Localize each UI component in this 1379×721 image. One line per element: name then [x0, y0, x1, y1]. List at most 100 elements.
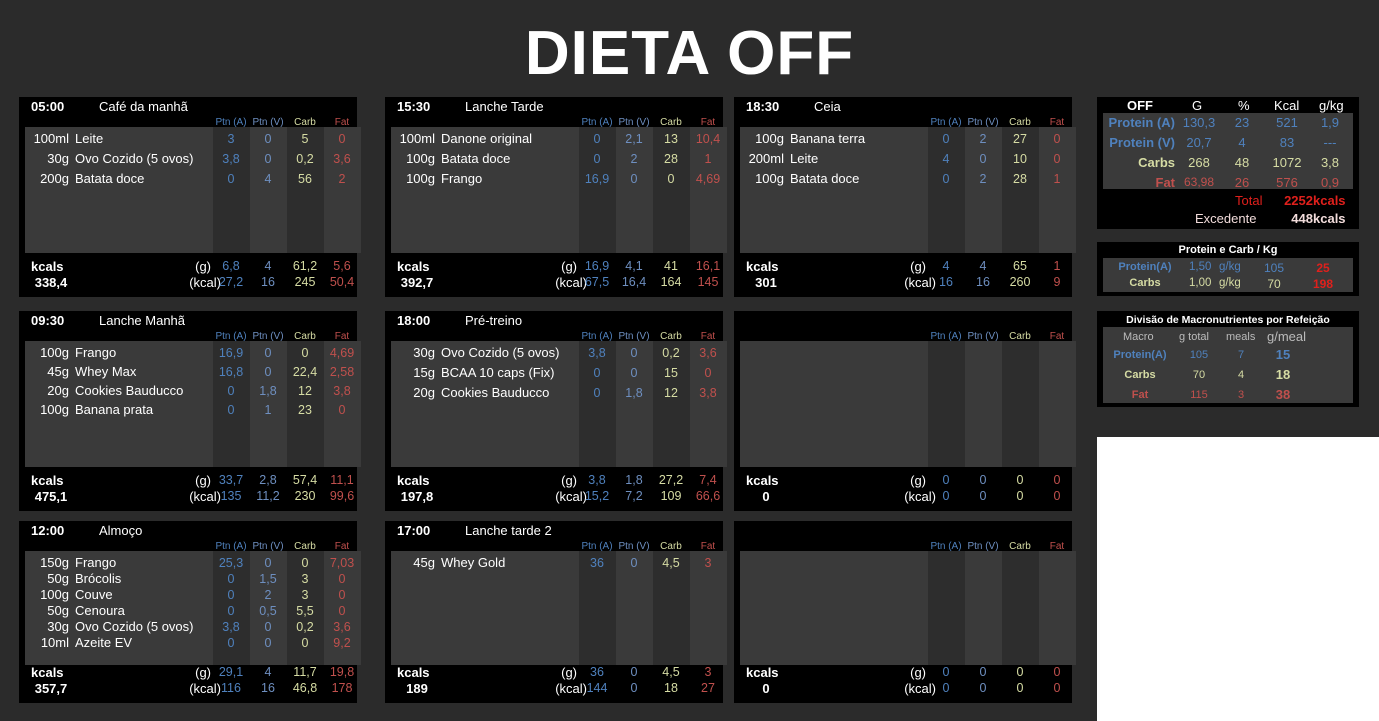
food-fat: 0 [338, 403, 346, 417]
meal-time: 18:30 [746, 99, 780, 114]
kcal-label: (kcal) [904, 489, 936, 504]
ratio-row-label: Protein(A) [1118, 261, 1172, 273]
food-ptn_a: 0 [227, 636, 235, 650]
division-col-gtotal: g total [1179, 331, 1209, 343]
food-qty: 100g [406, 171, 435, 186]
kcal-label: (kcal) [904, 275, 936, 290]
meal-total-kcal: 357,7 [34, 681, 68, 696]
food-row: 30g Ovo Cozido (5 ovos) [25, 151, 355, 169]
meal-g-ptn_a: 0 [942, 665, 950, 679]
col-header-ptn_a: Ptn (A) [581, 117, 613, 128]
food-qty: 10ml [40, 635, 69, 650]
meal-g-fat: 0 [1053, 473, 1061, 487]
meal-g-fat: 0 [1053, 665, 1061, 679]
total-label: Total [1235, 193, 1263, 208]
meal-total-kcal: 189 [406, 681, 428, 696]
col-header-fat: Fat [700, 117, 716, 128]
meal-kcal-ptn_v: 16 [261, 681, 275, 695]
food-carb: 0,2 [296, 620, 314, 634]
food-ptn_a: 36 [590, 556, 604, 570]
division-title: Divisão de Macronutrientes por Refeição [1126, 314, 1330, 326]
summary-row-kcal: 576 [1276, 175, 1298, 190]
food-carb: 0,2 [662, 346, 680, 360]
food-name: Frango [75, 345, 117, 360]
summary-row-label: Fat [1155, 175, 1176, 190]
food-ptn_a: 0 [942, 172, 950, 186]
food-qty: 50g [47, 603, 69, 618]
meal-kcal-fat: 0 [1053, 489, 1061, 503]
food-name: Banana terra [790, 131, 866, 146]
meal-kcal-ptn_v: 0 [979, 681, 987, 695]
meal-kcal-ptn_a: 144 [586, 681, 608, 695]
meal-g-ptn_a: 3,8 [588, 473, 606, 487]
meal-panel: 12:00 Almoço Ptn (A) Ptn (V) Carb Fat 150g Fran… [19, 521, 361, 703]
meal-time: 09:30 [31, 313, 65, 328]
summary-row-gkg: --- [1323, 135, 1337, 150]
food-name: Couve [75, 587, 113, 602]
summary-row-label: Protein (V) [1109, 135, 1175, 150]
col-header-ptn_v: Ptn (V) [252, 541, 284, 552]
col-header-carb: Carb [660, 541, 682, 552]
meal-total-kcal: 392,7 [400, 275, 434, 290]
food-qty: 30g [47, 151, 69, 166]
meal-g-carb: 11,7 [293, 665, 317, 679]
food-row: 150g Frango [25, 555, 355, 573]
col-header-ptn_a: Ptn (A) [215, 117, 247, 128]
food-ptn_v: 2 [264, 588, 272, 602]
col-header-carb: Carb [294, 541, 316, 552]
food-ptn_a: 0 [227, 384, 235, 398]
food-ptn_a: 4 [942, 152, 950, 166]
food-ptn_v: 0 [630, 556, 638, 570]
meal-g-carb: 0 [1016, 665, 1024, 679]
grams-label: (g) [195, 473, 211, 488]
meal-g-carb: 27,2 [658, 473, 684, 487]
ratio-row-label: Carbs [1129, 277, 1161, 289]
kcals-label: kcals [31, 473, 64, 488]
col-header-ptn_a: Ptn (A) [215, 331, 247, 342]
food-ptn_v: 0 [630, 172, 638, 186]
food-qty: 100g [40, 402, 69, 417]
food-name: Azeite EV [75, 635, 133, 650]
food-ptn_v: 2,1 [625, 132, 643, 146]
food-fat: 4,69 [329, 346, 355, 360]
ratio-row-n: 70 [1267, 277, 1281, 291]
division-col-macro: Macro [1123, 331, 1154, 343]
food-fat: 7,03 [329, 556, 355, 570]
food-carb: 12 [664, 386, 678, 400]
food-qty: 150g [40, 555, 69, 570]
food-name: Danone original [441, 131, 533, 146]
food-qty: 45g [47, 364, 69, 379]
food-carb: 0 [301, 346, 309, 360]
kcal-label: (kcal) [555, 489, 587, 504]
meal-total-kcal: 0 [762, 489, 770, 504]
meal-total-kcal: 0 [762, 681, 770, 696]
meal-kcal-carb: 46,8 [292, 681, 318, 695]
food-ptn_v: 4 [264, 172, 272, 186]
col-header-ptn_v: Ptn (V) [252, 331, 284, 342]
food-ptn_v: 0 [630, 346, 638, 360]
meal-kcal-carb: 109 [660, 489, 682, 503]
ratio-row-value: 1,50 [1189, 261, 1212, 273]
col-header-fat: Fat [334, 331, 350, 342]
food-ptn_v: 0 [979, 152, 987, 166]
meal-kcal-ptn_a: 16 [939, 275, 953, 289]
food-name: Ovo Cozido (5 ovos) [75, 151, 194, 166]
col-header-carb: Carb [294, 331, 316, 342]
ratio-row-unit: g/kg [1219, 261, 1241, 273]
food-row: 15g BCAA 10 caps (Fix) [391, 365, 721, 383]
food-ptn_a: 0 [593, 366, 601, 380]
food-carb: 0 [301, 636, 309, 650]
summary-col-gkg: g/kg [1319, 98, 1344, 113]
grams-label: (g) [195, 665, 211, 680]
summary-row-kcal: 1072 [1272, 155, 1302, 170]
meal-kcal-ptn_a: 67,5 [584, 275, 610, 289]
summary-row-kcal: 521 [1276, 115, 1298, 130]
meal-kcal-ptn_a: 0 [942, 489, 950, 503]
meal-g-fat: 3 [704, 665, 712, 679]
food-row: 30g Ovo Cozido (5 ovos) [25, 619, 355, 637]
division-row-label: Protein(A) [1113, 349, 1167, 361]
ratio-row-n: 105 [1263, 261, 1285, 275]
col-header-ptn_a: Ptn (A) [930, 331, 962, 342]
summary-row-pct: 48 [1234, 155, 1250, 170]
meal-total-kcal: 338,4 [34, 275, 68, 290]
